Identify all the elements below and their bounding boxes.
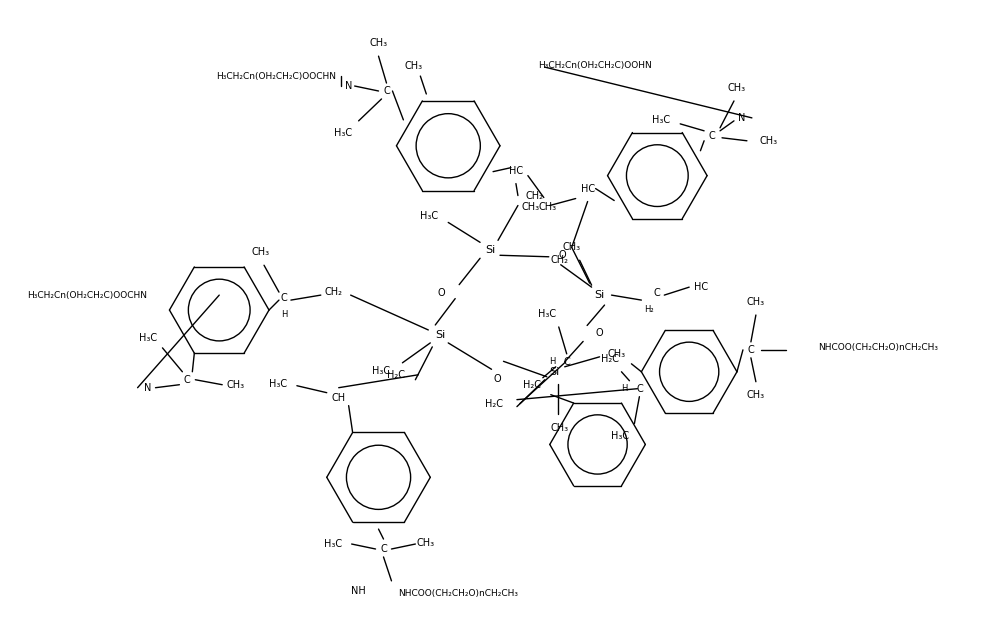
Text: CH₃: CH₃ <box>404 61 422 71</box>
Text: O: O <box>559 250 567 260</box>
Text: NHCOO(CH₂CH₂O)nCH₂CH₃: NHCOO(CH₂CH₂O)nCH₂CH₃ <box>819 344 939 353</box>
Text: CH₂: CH₂ <box>551 255 569 265</box>
Text: CH₃: CH₃ <box>747 390 765 399</box>
Text: H: H <box>621 384 628 393</box>
Text: H₂C: H₂C <box>485 399 503 408</box>
Text: CH₃: CH₃ <box>539 202 557 212</box>
Text: N: N <box>738 113 746 123</box>
Text: CH: CH <box>332 393 346 403</box>
Text: NH: NH <box>351 586 366 596</box>
Text: C: C <box>654 288 661 298</box>
Text: H: H <box>281 310 287 319</box>
Text: H₃C: H₃C <box>420 211 438 221</box>
Text: HC: HC <box>694 282 708 292</box>
Text: H₃CH₂Cn(OH₂CH₂C)OOHN: H₃CH₂Cn(OH₂CH₂C)OOHN <box>538 61 652 70</box>
Text: H₃C: H₃C <box>611 431 629 442</box>
Text: H₃C: H₃C <box>372 366 390 376</box>
Text: C: C <box>383 86 390 96</box>
Text: H₃C: H₃C <box>269 379 287 388</box>
Text: CH₂: CH₂ <box>325 287 343 297</box>
Text: H₂C: H₂C <box>601 354 619 364</box>
Text: H₃C: H₃C <box>334 128 352 138</box>
Text: C: C <box>748 345 754 355</box>
Text: H₂C: H₂C <box>387 370 405 380</box>
Text: CH₃: CH₃ <box>226 380 244 390</box>
Text: CH₃: CH₃ <box>760 136 778 146</box>
Text: N: N <box>144 383 151 393</box>
Text: CH₃: CH₃ <box>607 349 626 359</box>
Text: CH₃: CH₃ <box>416 538 434 548</box>
Text: HC: HC <box>581 184 595 193</box>
Text: C: C <box>184 375 191 385</box>
Text: Si: Si <box>594 290 605 300</box>
Text: CH₃: CH₃ <box>747 297 765 307</box>
Text: H₃C: H₃C <box>139 333 157 343</box>
Text: C: C <box>563 357 570 367</box>
Text: H₃C: H₃C <box>324 539 342 549</box>
Text: CH₃: CH₃ <box>369 38 388 48</box>
Text: CH₃: CH₃ <box>252 247 270 257</box>
Text: H₃C: H₃C <box>538 309 556 319</box>
Text: H₃CH₂Cn(OH₂CH₂C)OOCHN: H₃CH₂Cn(OH₂CH₂C)OOCHN <box>27 291 147 300</box>
Text: Si: Si <box>550 367 560 377</box>
Text: O: O <box>595 328 603 339</box>
Text: Si: Si <box>435 330 445 340</box>
Text: H₃CH₂Cn(OH₂CH₂C)OOCHN: H₃CH₂Cn(OH₂CH₂C)OOCHN <box>216 72 336 81</box>
Text: O: O <box>494 374 501 384</box>
Text: C: C <box>709 131 715 141</box>
Text: H: H <box>550 357 556 366</box>
Text: O: O <box>437 287 445 298</box>
Text: C: C <box>281 293 287 303</box>
Text: H₃C: H₃C <box>652 115 670 125</box>
Text: HC: HC <box>509 166 523 175</box>
Text: CH₃: CH₃ <box>551 422 569 433</box>
Text: CH₃: CH₃ <box>728 83 746 93</box>
Text: H₂C: H₂C <box>523 380 541 390</box>
Text: C: C <box>636 384 643 394</box>
Text: NHCOO(CH₂CH₂O)nCH₂CH₃: NHCOO(CH₂CH₂O)nCH₂CH₃ <box>398 589 518 598</box>
Text: CH₃: CH₃ <box>522 202 540 212</box>
Text: Si: Si <box>485 245 495 255</box>
Text: N: N <box>345 81 352 91</box>
Text: CH₃: CH₃ <box>563 243 581 252</box>
Text: CH₂: CH₂ <box>526 191 544 200</box>
Text: C: C <box>380 544 387 554</box>
Text: H₂: H₂ <box>645 305 654 314</box>
